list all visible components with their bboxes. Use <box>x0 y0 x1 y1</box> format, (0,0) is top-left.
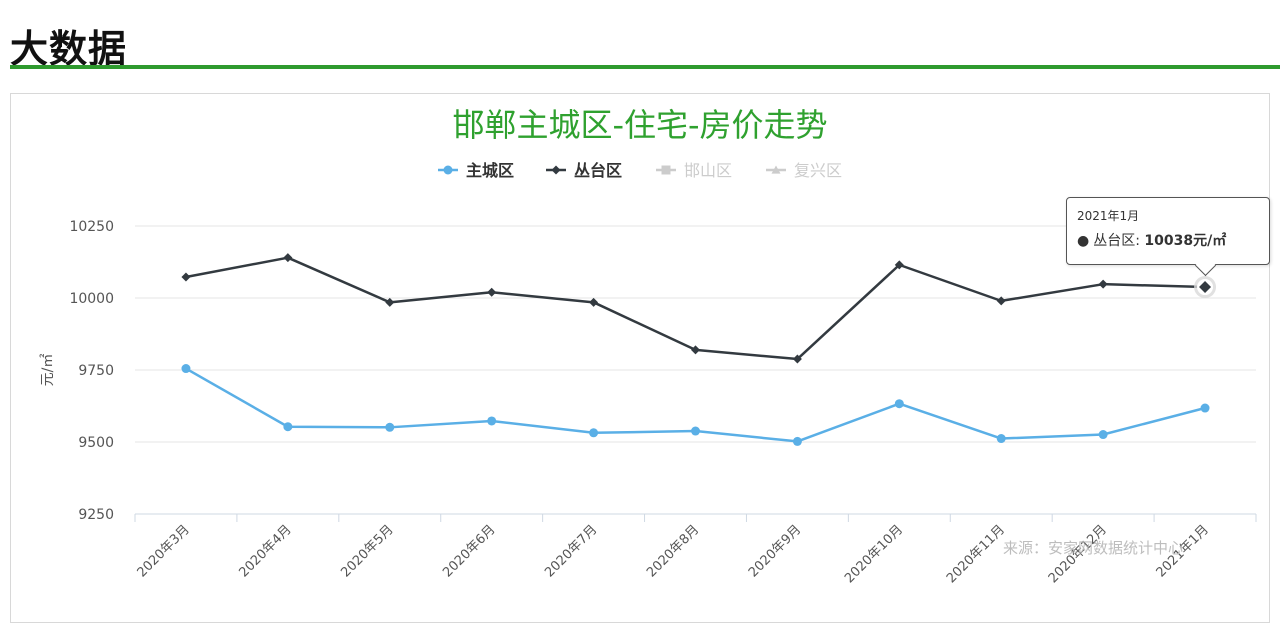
data-point[interactable] <box>996 434 1006 444</box>
x-tick-label: 2020年10月 <box>842 522 906 586</box>
data-point[interactable] <box>1098 430 1108 440</box>
chart-series <box>181 253 1217 446</box>
x-tick-label: 2020年11月 <box>944 522 1008 586</box>
x-tick-label: 2020年5月 <box>338 522 396 580</box>
x-tick-label: 2020年8月 <box>644 522 702 580</box>
legend-marker <box>661 165 671 175</box>
tooltip-row: ● 丛台区: 10038元/㎡ <box>1077 233 1227 249</box>
tooltip-value: 10038元/㎡ <box>1144 233 1227 249</box>
data-point[interactable] <box>487 287 497 297</box>
legend-item[interactable]: 复兴区 <box>766 161 842 180</box>
x-tick-label: 2020年7月 <box>542 522 600 580</box>
data-point[interactable] <box>691 345 700 355</box>
legend-item[interactable]: 丛台区 <box>546 161 622 180</box>
header-divider <box>10 65 1280 69</box>
data-point[interactable] <box>1199 281 1212 294</box>
data-point[interactable] <box>181 272 191 282</box>
y-axis: 9250 9500 9750 10000 10250 <box>69 219 114 523</box>
data-point[interactable] <box>589 428 599 438</box>
data-point[interactable] <box>792 354 802 364</box>
tooltip-date: 2021年1月 <box>1077 209 1140 223</box>
data-point[interactable] <box>894 260 904 270</box>
y-tick-label: 9750 <box>78 363 114 379</box>
page-header: 大数据 <box>10 8 1280 71</box>
data-point[interactable] <box>487 416 497 426</box>
legend-label: 邯山区 <box>684 161 732 180</box>
data-point[interactable] <box>691 426 700 436</box>
page-title: 大数据 <box>10 27 128 71</box>
legend-item[interactable]: 主城区 <box>438 161 514 180</box>
data-point[interactable] <box>996 296 1006 306</box>
tooltip-dot-icon: ● <box>1077 233 1090 249</box>
y-tick-label: 10250 <box>69 219 114 235</box>
data-point[interactable] <box>589 297 599 307</box>
series-line-1 <box>185 256 1206 361</box>
data-point[interactable] <box>792 436 802 446</box>
data-point[interactable] <box>181 364 191 374</box>
data-tooltip: 2021年1月 ● 丛台区: 10038元/㎡ <box>1066 197 1270 277</box>
x-tick-label: 2020年9月 <box>746 522 804 580</box>
legend-label: 丛台区 <box>574 161 622 180</box>
data-point[interactable] <box>1098 279 1108 289</box>
data-point[interactable] <box>385 422 395 432</box>
chart-legend: 主城区 丛台区 邯山区 复兴区 <box>438 161 842 180</box>
legend-label: 主城区 <box>466 161 514 180</box>
legend-label: 复兴区 <box>794 161 842 180</box>
x-tick-label: 2020年4月 <box>236 522 294 580</box>
legend-item[interactable]: 邯山区 <box>656 161 732 180</box>
y-axis-label: 元/㎡ <box>40 354 56 387</box>
y-tick-label: 9250 <box>78 507 114 523</box>
x-tick-label: 2020年6月 <box>440 522 498 580</box>
data-point[interactable] <box>1200 403 1210 413</box>
data-point[interactable] <box>894 399 904 409</box>
source-note: 来源：安家网数据统计中心 <box>1003 539 1184 557</box>
data-point[interactable] <box>283 253 293 263</box>
y-tick-label: 9500 <box>78 435 114 451</box>
tooltip-series-name: 丛台区 <box>1093 233 1136 249</box>
data-point[interactable] <box>283 422 293 432</box>
data-point[interactable] <box>385 297 395 307</box>
legend-marker <box>551 165 561 175</box>
chart-grid <box>135 225 1256 515</box>
y-tick-label: 10000 <box>69 291 114 307</box>
legend-marker <box>443 165 453 175</box>
chart-title: 邯郸主城区-住宅-房价走势 <box>452 106 827 144</box>
x-tick-label: 2020年3月 <box>135 522 193 580</box>
chart-panel <box>10 93 1270 623</box>
legend-marker <box>771 165 781 174</box>
